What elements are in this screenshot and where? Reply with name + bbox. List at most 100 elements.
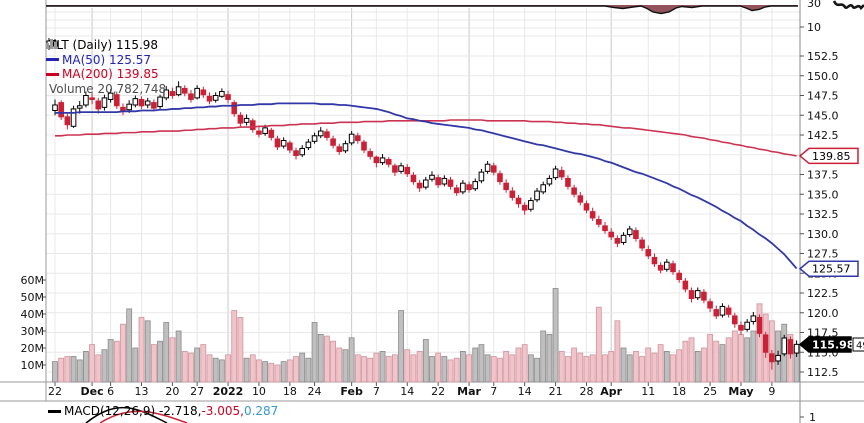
volume-bar [490, 356, 497, 383]
volume-bar [256, 359, 262, 383]
candle-body [361, 141, 367, 151]
volume-bar [435, 352, 442, 383]
candle-body [243, 117, 250, 123]
candle-body [793, 343, 800, 354]
volume-bar [367, 357, 374, 383]
chart-legend: TLT (Daily) 115.98 MA(50) 125.57 MA(200)… [46, 38, 166, 96]
volume-tick-label: 20M [21, 342, 45, 355]
date-tick-label: 14 [518, 385, 532, 398]
candle-body [651, 256, 658, 265]
corner-scribble [832, 0, 864, 11]
candle-body [577, 195, 584, 203]
macd-line-partial [85, 406, 168, 423]
date-tick-label: 18 [283, 385, 297, 398]
volume-bar [509, 354, 516, 383]
price-tick-label: 117.5 [807, 327, 839, 340]
top-indicator-line [46, 5, 798, 15]
volume-bar [738, 333, 744, 383]
volume-bar [589, 354, 596, 383]
date-tick-label: Mar [457, 385, 481, 398]
candle-body [528, 200, 534, 210]
macd-partial-curves [85, 406, 188, 423]
top-indicator-partial [46, 0, 864, 15]
volume-bar [503, 350, 510, 383]
candle-body [305, 141, 312, 149]
candle-body [466, 184, 472, 191]
macd-line-swatch-icon [48, 409, 61, 413]
price-callout-label: 115.98 [812, 339, 854, 352]
candle-body [212, 95, 219, 101]
candle-body [107, 92, 114, 100]
candle-body [373, 156, 380, 164]
candle-body [441, 177, 448, 185]
date-tick-label: 25 [703, 385, 717, 398]
date-tick-label: 13 [135, 385, 149, 398]
volume-bar [404, 349, 411, 383]
volume-bar [633, 350, 639, 383]
volume-bar [410, 354, 417, 383]
price-callout-139.85 [798, 147, 859, 165]
volume-bar [639, 356, 645, 383]
volume-bar [305, 357, 312, 383]
volume-bar [225, 354, 231, 383]
top-panel-tick-label: 30 [807, 0, 821, 10]
volume-bar [719, 344, 726, 383]
volume-bar [101, 349, 108, 383]
volume-bars [52, 288, 800, 383]
candle-body [503, 182, 509, 191]
candle-body [565, 177, 571, 187]
volume-bar [558, 350, 565, 383]
date-tick-label: Feb [340, 385, 363, 398]
volume-bar [614, 320, 621, 383]
volume-bar [416, 350, 423, 383]
date-tick-label: 7 [373, 385, 380, 398]
volume-bar [212, 357, 219, 383]
volume-legend-row: Volume 20,782,748 [46, 39, 166, 97]
volume-bar [546, 333, 553, 383]
candle-body [385, 158, 392, 165]
candle-body [83, 95, 89, 106]
candle-body [423, 179, 429, 188]
volume-bar [132, 347, 139, 383]
volume-bar [521, 344, 528, 383]
candle-body [200, 89, 207, 96]
volume-bar [52, 361, 58, 383]
volume-tick-label: 30M [21, 325, 45, 338]
candles [52, 81, 800, 370]
volume-bar [169, 337, 176, 383]
candle-body [725, 307, 732, 315]
candle-body [188, 93, 194, 100]
volume-bar [608, 350, 615, 383]
volume-bar [701, 347, 707, 383]
candle-body [620, 234, 627, 243]
volume-bar [447, 359, 454, 383]
candle-body [657, 264, 664, 271]
candle-body [490, 165, 497, 173]
volume-bar [120, 323, 126, 383]
callout-suffix-box [852, 337, 864, 352]
ma50-line [55, 102, 798, 270]
macd-signal-partial [99, 410, 188, 423]
candle-body [114, 94, 120, 107]
candle-body [682, 280, 689, 290]
date-tick-label: 10 [252, 385, 266, 398]
symbol-legend-label: TLT (Daily) 115.98 [49, 38, 159, 52]
candle-body [76, 105, 83, 109]
candle-body [95, 100, 102, 110]
candle-body [225, 94, 231, 100]
volume-bar [95, 354, 102, 383]
volume-bar [688, 337, 695, 383]
volume-bar [237, 316, 244, 383]
volume-bar [750, 330, 757, 383]
symbol-legend-row: TLT (Daily) 115.98 [46, 38, 166, 53]
volume-bar [163, 322, 170, 383]
price-callout-125.57 [798, 260, 859, 277]
volume-bar [484, 354, 491, 383]
candle-body [719, 305, 726, 316]
candle-body [546, 177, 553, 185]
date-tick-label: Dec [81, 385, 104, 398]
date-tick-label: 22 [431, 385, 445, 398]
price-tick-label: 142.5 [807, 129, 839, 142]
top-panel-tick-label: 10 [807, 21, 821, 34]
price-tick-label: 122.5 [807, 287, 839, 300]
